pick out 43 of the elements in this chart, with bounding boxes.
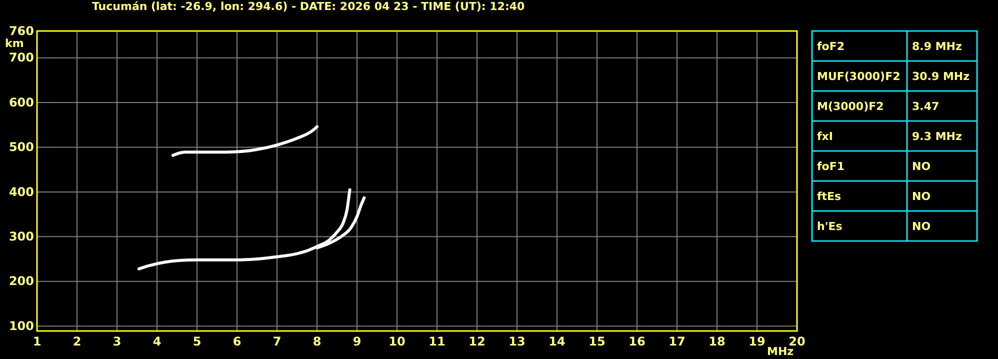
x-tick-label: 1 — [32, 334, 42, 349]
y-tick-label: 100 — [8, 318, 34, 333]
text: M(3000)F2 — [817, 100, 884, 113]
text: foF2 — [817, 40, 845, 53]
x-tick-label: 5 — [192, 334, 202, 349]
y-axis-title: km — [5, 37, 24, 50]
text: h'Es — [817, 220, 843, 233]
y-tick-label: 500 — [8, 140, 34, 154]
x-tick-label: 15 — [588, 334, 606, 349]
x-tick-label: 14 — [548, 334, 566, 349]
x-tick-label: 18 — [708, 334, 726, 349]
text: 9.3 MHz — [912, 130, 962, 143]
y-tick-label: 300 — [8, 230, 34, 244]
text: ftEs — [817, 190, 842, 203]
text: NO — [912, 220, 931, 233]
text: 30.9 MHz — [912, 70, 970, 83]
text: 3.47 — [912, 100, 940, 113]
x-tick-label: 4 — [152, 334, 162, 349]
x-tick-label: 13 — [508, 334, 526, 349]
chart-title: Tucumán (lat: -26.9, lon: 294.6) - DATE: 2026 04 23 - TIME (UT): 12:40 — [92, 0, 525, 13]
text: 8.9 MHz — [912, 40, 962, 53]
x-tick-label: 10 — [388, 334, 406, 349]
y-tick-label: 200 — [8, 274, 34, 288]
x-tick-label: 7 — [272, 334, 282, 349]
text: MUF(3000)F2 — [817, 70, 900, 83]
y-tick-label: 760 — [8, 24, 34, 38]
x-tick-label: 9 — [352, 334, 362, 349]
x-tick-label: 17 — [668, 334, 686, 349]
y-tick-label: 400 — [8, 184, 34, 199]
x-tick-label: 2 — [72, 334, 82, 349]
x-tick-label: 16 — [628, 334, 646, 349]
text: NO — [912, 190, 931, 203]
text: fxI — [817, 130, 833, 143]
x-tick-label: 6 — [232, 334, 242, 349]
text: NO — [912, 160, 931, 173]
y-tick-label: 600 — [8, 95, 34, 110]
x-tick-label: 19 — [748, 334, 766, 349]
y-tick-label: 700 — [8, 50, 34, 65]
text: foF1 — [817, 160, 845, 173]
x-tick-label: 8 — [312, 334, 322, 349]
x-tick-label: 12 — [468, 334, 486, 349]
x-tick-label: 3 — [112, 334, 122, 349]
x-tick-label: 11 — [428, 334, 446, 349]
